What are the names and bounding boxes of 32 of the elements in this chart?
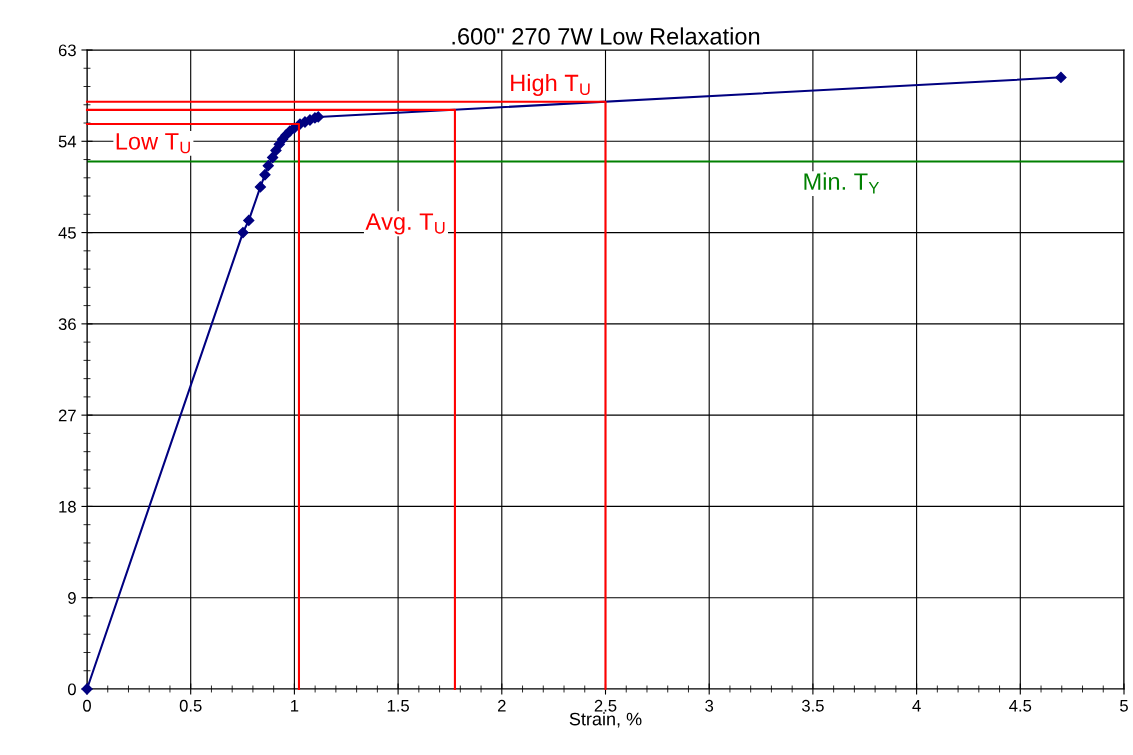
point [267,151,279,164]
x-tick-label: 4 [912,700,921,712]
x-tick-label: 1.5 [387,700,409,712]
y-tick-label: 27 [58,409,76,422]
x-tick-label: 3.5 [801,699,824,712]
x-tick-label: 2.5 [594,699,617,712]
x-tick-label: 5 [1120,700,1128,712]
point [262,160,274,172]
y-tick-label: 45 [58,227,76,239]
y-tick-label: 0 [67,683,76,696]
x-tick-label: 1 [291,700,299,712]
x-tick-label: 2 [498,699,506,712]
point [237,226,249,239]
y-tick-label: 18 [59,500,76,513]
point [243,214,255,227]
x-tick-label: 3 [705,699,714,712]
y-tick-label: 54 [58,135,77,148]
series-label: Low T$_{U}$ [116,133,190,154]
y-tick-label: 36 [58,318,76,331]
x-tick-label: 0 [83,699,91,712]
x-axis-title: Strain, % [569,712,642,728]
y-tick-label: 9 [68,592,76,604]
point [254,181,266,193]
chart-title: .600" 270 7W Low Relaxation [452,27,760,45]
point [259,169,271,181]
y-tick-label: 63 [58,44,76,57]
series-label: High T$_{U}$ [511,73,590,96]
point [1055,71,1067,83]
ref-line-label: Min. T$_{Y}$ [804,172,879,194]
x-tick-label: 4.5 [1009,700,1032,712]
series-label: Avg. T$_{U}$ [365,213,445,235]
x-tick-label: 0.5 [179,699,202,712]
